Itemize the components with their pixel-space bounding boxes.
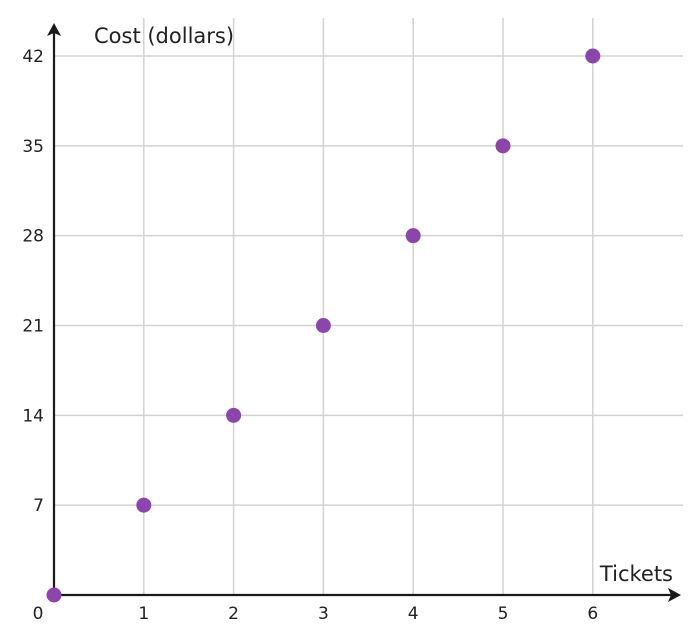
grid [54,18,683,595]
axes [47,23,681,602]
x-tick-label-3: 3 [318,604,329,624]
y-axis-arrow [47,23,61,36]
data-point-4 [405,228,421,244]
x-axis-arrow [668,588,681,602]
y-tick-label-21: 21 [22,317,44,337]
y-tick-label-14: 14 [22,406,44,426]
data-point-6 [585,48,601,64]
y-tick-label-35: 35 [22,137,44,157]
y-axis-label: Cost (dollars) [94,24,234,48]
data-points [46,48,601,603]
data-point-5 [495,138,511,154]
y-tick-label-42: 42 [22,47,44,67]
x-tick-label-2: 2 [228,604,239,624]
x-tick-label-1: 1 [138,604,149,624]
data-point-2 [226,407,242,423]
data-point-1 [136,497,152,513]
x-tick-label-4: 4 [408,604,419,624]
data-point-0 [46,587,62,603]
data-point-3 [315,318,331,333]
origin-label: 0 [33,604,44,624]
x-tick-label-5: 5 [498,604,509,624]
x-axis-label: Tickets [599,562,673,586]
x-tick-label-6: 6 [587,604,598,624]
y-tick-label-28: 28 [22,227,44,247]
tick-labels: 1 2 3 4 5 6 7 14 21 28 35 42 [22,47,598,624]
y-tick-label-7: 7 [33,496,44,516]
